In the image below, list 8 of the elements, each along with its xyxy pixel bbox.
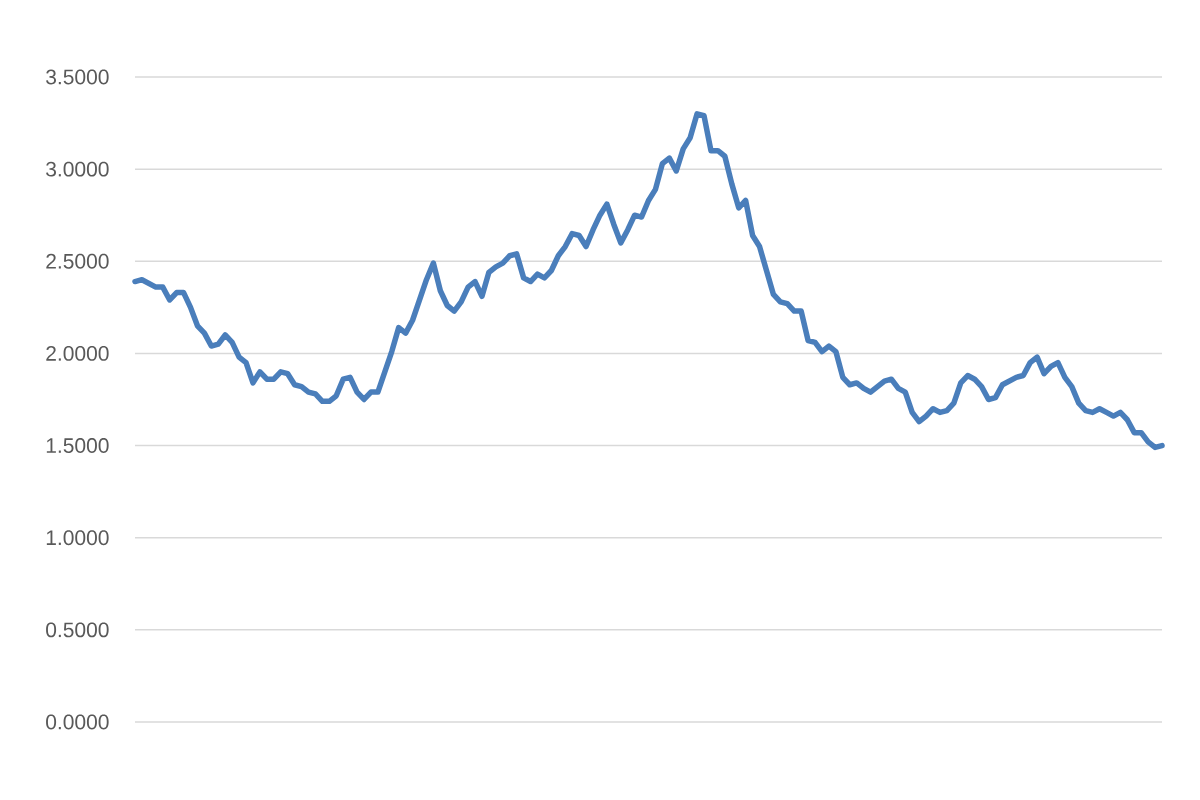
y-tick-label: 2.5000 <box>46 253 109 269</box>
y-tick-label: 1.5000 <box>46 438 109 453</box>
y-tick-label: 0.0000 <box>46 714 109 730</box>
y-tick-label: 2.0000 <box>46 345 109 361</box>
y-tick-label: 3.5000 <box>46 69 109 85</box>
y-tick-label: 0.5000 <box>46 622 109 638</box>
y-tick-label: 3.0000 <box>46 161 109 177</box>
y-tick-label: 1.0000 <box>46 530 109 546</box>
